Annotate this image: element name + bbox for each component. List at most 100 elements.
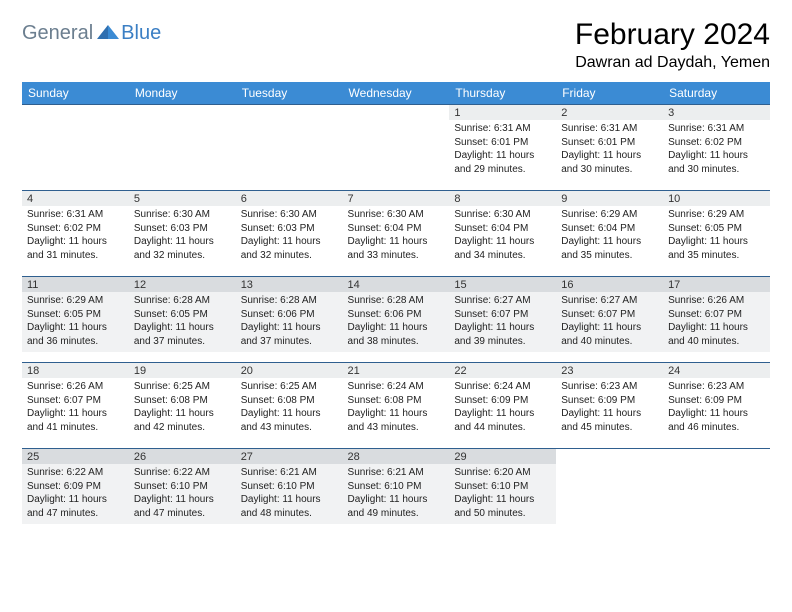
day-details: Sunrise: 6:30 AMSunset: 6:03 PMDaylight:… [236,206,343,266]
calendar-cell: 19Sunrise: 6:25 AMSunset: 6:08 PMDayligh… [129,362,236,448]
sunset-line: Sunset: 6:10 PM [348,480,445,494]
daylight-line: Daylight: 11 hours and 43 minutes. [241,407,338,434]
day-number: 23 [556,362,663,378]
day-details: Sunrise: 6:22 AMSunset: 6:09 PMDaylight:… [22,464,129,524]
sunset-line: Sunset: 6:04 PM [454,222,551,236]
calendar-cell: 15Sunrise: 6:27 AMSunset: 6:07 PMDayligh… [449,276,556,362]
day-number [556,448,663,464]
calendar-cell: 23 Sunrise: 6:23 AMSunset: 6:09 PMDayligh… [556,362,663,448]
daylight-line: Daylight: 11 hours and 49 minutes. [348,493,445,520]
day-details: Sunrise: 6:21 AMSunset: 6:10 PMDaylight:… [343,464,450,524]
day-number: 21 [343,362,450,378]
brand-logo: General Blue [22,18,161,45]
calendar-cell: 21Sunrise: 6:24 AMSunset: 6:08 PMDayligh… [343,362,450,448]
sunrise-line: Sunrise: 6:24 AM [454,380,551,394]
sunset-line: Sunset: 6:02 PM [27,222,124,236]
day-number: 9 [556,190,663,206]
calendar-cell: 9Sunrise: 6:29 AMSunset: 6:04 PMDaylight… [556,190,663,276]
sunrise-line: Sunrise: 6:21 AM [241,466,338,480]
daylight-line: Daylight: 11 hours and 42 minutes. [134,407,231,434]
calendar-cell [343,104,450,190]
sunrise-line: Sunrise: 6:22 AM [27,466,124,480]
daylight-line: Daylight: 11 hours and 36 minutes. [27,321,124,348]
daylight-line: Daylight: 11 hours and 30 minutes. [561,149,658,176]
calendar-cell: 16Sunrise: 6:27 AMSunset: 6:07 PMDayligh… [556,276,663,362]
day-details: Sunrise: 6:30 AMSunset: 6:04 PMDaylight:… [343,206,450,266]
sunrise-line: Sunrise: 6:29 AM [561,208,658,222]
day-number: 13 [236,276,343,292]
page-header: General Blue February 2024 Dawran ad Day… [22,18,770,72]
day-number: 17 [663,276,770,292]
day-number: 19 [129,362,236,378]
daylight-line: Daylight: 11 hours and 33 minutes. [348,235,445,262]
day-number: 2 [556,104,663,120]
calendar-cell: 13Sunrise: 6:28 AMSunset: 6:06 PMDayligh… [236,276,343,362]
daylight-line: Daylight: 11 hours and 40 minutes. [561,321,658,348]
sunset-line: Sunset: 6:09 PM [668,394,765,408]
day-details: Sunrise: 6:21 AMSunset: 6:10 PMDaylight:… [236,464,343,524]
logo-text-blue: Blue [121,22,161,45]
daylight-line: Daylight: 11 hours and 47 minutes. [134,493,231,520]
daylight-line: Daylight: 11 hours and 32 minutes. [241,235,338,262]
sunset-line: Sunset: 6:04 PM [348,222,445,236]
sunset-line: Sunset: 6:03 PM [241,222,338,236]
calendar-week-row: 18Sunrise: 6:26 AMSunset: 6:07 PMDayligh… [22,362,770,448]
daylight-line: Daylight: 11 hours and 32 minutes. [134,235,231,262]
sunset-line: Sunset: 6:08 PM [134,394,231,408]
calendar-cell: 1Sunrise: 6:31 AMSunset: 6:01 PMDaylight… [449,104,556,190]
sunrise-line: Sunrise: 6:28 AM [241,294,338,308]
sunrise-line: Sunrise: 6:30 AM [348,208,445,222]
day-details [663,464,770,470]
sunrise-line: Sunrise: 6:28 AM [134,294,231,308]
day-number [663,448,770,464]
sunset-line: Sunset: 6:09 PM [561,394,658,408]
weekday-header: Saturday [663,82,770,104]
sunrise-line: Sunrise: 6:23 AM [668,380,765,394]
daylight-line: Daylight: 11 hours and 47 minutes. [27,493,124,520]
sunset-line: Sunset: 6:03 PM [134,222,231,236]
day-details: Sunrise: 6:31 AMSunset: 6:02 PMDaylight:… [22,206,129,266]
day-number: 24 [663,362,770,378]
sunrise-line: Sunrise: 6:27 AM [561,294,658,308]
day-number: 5 [129,190,236,206]
day-details: Sunrise: 6:29 AMSunset: 6:05 PMDaylight:… [663,206,770,266]
day-number [129,104,236,120]
calendar-cell: 4Sunrise: 6:31 AMSunset: 6:02 PMDaylight… [22,190,129,276]
sunset-line: Sunset: 6:08 PM [348,394,445,408]
day-number: 12 [129,276,236,292]
day-number: 7 [343,190,450,206]
calendar-cell: 25Sunrise: 6:22 AMSunset: 6:09 PMDayligh… [22,448,129,534]
day-details: Sunrise: 6:31 AMSunset: 6:01 PMDaylight:… [449,120,556,180]
sunset-line: Sunset: 6:09 PM [454,394,551,408]
sunset-line: Sunset: 6:08 PM [241,394,338,408]
sunset-line: Sunset: 6:07 PM [561,308,658,322]
day-number: 25 [22,448,129,464]
calendar-cell: 27Sunrise: 6:21 AMSunset: 6:10 PMDayligh… [236,448,343,534]
daylight-line: Daylight: 11 hours and 31 minutes. [27,235,124,262]
day-details: Sunrise: 6:24 AMSunset: 6:08 PMDaylight:… [343,378,450,438]
sunrise-line: Sunrise: 6:23 AM [561,380,658,394]
daylight-line: Daylight: 11 hours and 45 minutes. [561,407,658,434]
day-details [556,464,663,470]
day-details [343,120,450,126]
day-details: Sunrise: 6:27 AMSunset: 6:07 PMDaylight:… [449,292,556,352]
sunset-line: Sunset: 6:01 PM [454,136,551,150]
daylight-line: Daylight: 11 hours and 34 minutes. [454,235,551,262]
sunrise-line: Sunrise: 6:25 AM [241,380,338,394]
daylight-line: Daylight: 11 hours and 29 minutes. [454,149,551,176]
daylight-line: Daylight: 11 hours and 48 minutes. [241,493,338,520]
calendar-week-row: 25Sunrise: 6:22 AMSunset: 6:09 PMDayligh… [22,448,770,534]
daylight-line: Daylight: 11 hours and 37 minutes. [134,321,231,348]
sunrise-line: Sunrise: 6:31 AM [561,122,658,136]
calendar-cell [129,104,236,190]
day-number: 8 [449,190,556,206]
sunrise-line: Sunrise: 6:21 AM [348,466,445,480]
sunset-line: Sunset: 6:05 PM [134,308,231,322]
sunset-line: Sunset: 6:10 PM [134,480,231,494]
calendar-cell: 12 Sunrise: 6:28 AMSunset: 6:05 PMDayligh… [129,276,236,362]
calendar-cell: 6Sunrise: 6:30 AMSunset: 6:03 PMDaylight… [236,190,343,276]
daylight-line: Daylight: 11 hours and 46 minutes. [668,407,765,434]
daylight-line: Daylight: 11 hours and 30 minutes. [668,149,765,176]
day-details: Sunrise: 6:26 AMSunset: 6:07 PMDaylight:… [663,292,770,352]
sunset-line: Sunset: 6:07 PM [668,308,765,322]
